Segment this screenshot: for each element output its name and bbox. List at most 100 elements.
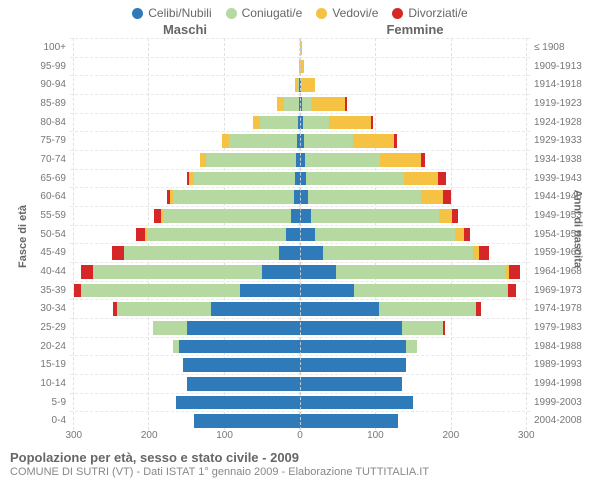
gender-headers: Maschi Femmine <box>70 22 530 37</box>
bar-row <box>300 57 530 76</box>
bar-row <box>300 75 530 94</box>
bar-row <box>70 187 300 206</box>
legend-label: Coniugati/e <box>242 6 303 20</box>
bar-segment <box>345 97 347 111</box>
bar-segment <box>443 190 451 204</box>
bar-segment <box>302 97 311 111</box>
bar-segment <box>211 302 300 316</box>
bar-segment <box>229 134 297 148</box>
bar-segment <box>300 190 308 204</box>
legend-label: Vedovi/e <box>332 6 378 20</box>
bar-segment <box>240 284 300 298</box>
bar-segment <box>300 265 336 279</box>
age-tick: 30-34 <box>18 299 70 318</box>
bar-segment <box>336 265 506 279</box>
bar-segment <box>291 209 300 223</box>
bar-segment <box>323 246 474 260</box>
bar-segment <box>179 340 300 354</box>
age-tick: 50-54 <box>18 225 70 244</box>
bar-row <box>70 57 300 76</box>
bar-segment <box>452 209 458 223</box>
bar-row <box>300 337 530 356</box>
bar-row <box>70 262 300 281</box>
bar-segment <box>379 302 476 316</box>
birth-tick: 1944-1948 <box>530 187 582 206</box>
bar-row <box>70 113 300 132</box>
bar-segment <box>306 172 404 186</box>
bar-segment <box>117 302 211 316</box>
bar-segment <box>438 172 446 186</box>
bar-segment <box>300 396 413 410</box>
bar-segment <box>124 246 279 260</box>
birth-tick: 1939-1943 <box>530 169 582 188</box>
bar-segment <box>394 134 396 148</box>
bar-row <box>70 94 300 113</box>
bar-segment <box>194 414 300 428</box>
bar-segment <box>163 209 291 223</box>
bar-row <box>70 374 300 393</box>
age-tick: 70-74 <box>18 150 70 169</box>
bar-segment <box>354 284 506 298</box>
age-tick: 35-39 <box>18 281 70 300</box>
bar-segment <box>311 97 345 111</box>
age-tick: 65-69 <box>18 169 70 188</box>
bar-segment <box>315 228 455 242</box>
bar-row <box>70 281 300 300</box>
bar-row <box>70 355 300 374</box>
bar-segment <box>329 116 370 130</box>
bar-row <box>300 94 530 113</box>
age-tick: 60-64 <box>18 187 70 206</box>
bar-segment <box>406 340 417 354</box>
bar-segment <box>183 358 300 372</box>
legend: Celibi/NubiliConiugati/eVedovi/eDivorzia… <box>10 6 590 20</box>
bar-segment <box>279 246 300 260</box>
birth-tick: 1964-1968 <box>530 262 582 281</box>
age-tick: 80-84 <box>18 113 70 132</box>
bar-segment <box>404 172 438 186</box>
bar-segment <box>421 153 425 167</box>
birth-tick: 1934-1938 <box>530 150 582 169</box>
bar-segment <box>176 396 300 410</box>
bar-segment <box>147 228 287 242</box>
bar-segment <box>300 228 315 242</box>
x-tick: 200 <box>442 430 459 441</box>
birth-tick: ≤ 1908 <box>530 38 582 57</box>
bar-row <box>70 337 300 356</box>
age-tick: 85-89 <box>18 94 70 113</box>
x-tick: 300 <box>518 430 535 441</box>
bar-row <box>70 411 300 430</box>
bar-segment <box>476 302 481 316</box>
x-tick: 100 <box>367 430 384 441</box>
bar-segment <box>300 414 398 428</box>
bar-segment <box>371 116 373 130</box>
bar-segment <box>93 265 263 279</box>
bar-row <box>300 225 530 244</box>
male-half <box>70 38 300 430</box>
bar-row <box>300 187 530 206</box>
bar-row <box>300 299 530 318</box>
center-line <box>300 38 301 430</box>
bar-segment <box>302 78 315 92</box>
bar-row <box>70 206 300 225</box>
header-male: Maschi <box>70 22 300 37</box>
bar-row <box>300 262 530 281</box>
bar-segment <box>153 321 187 335</box>
x-tick: 300 <box>65 430 82 441</box>
bar-segment <box>300 377 402 391</box>
bar-row <box>300 38 530 57</box>
bar-segment <box>300 358 406 372</box>
bar-row <box>300 113 530 132</box>
age-axis: 100+95-9990-9485-8980-8475-7970-7465-696… <box>18 38 70 430</box>
bar-segment <box>173 190 294 204</box>
age-tick: 75-79 <box>18 131 70 150</box>
bar-segment <box>260 116 298 130</box>
bar-row <box>300 318 530 337</box>
bar-row <box>70 75 300 94</box>
bar-segment <box>262 265 300 279</box>
bar-row <box>300 281 530 300</box>
bar-segment <box>311 209 439 223</box>
legend-item: Vedovi/e <box>316 6 378 20</box>
legend-swatch <box>316 8 327 19</box>
bar-segment <box>277 97 284 111</box>
birth-tick: 1994-1998 <box>530 374 582 393</box>
